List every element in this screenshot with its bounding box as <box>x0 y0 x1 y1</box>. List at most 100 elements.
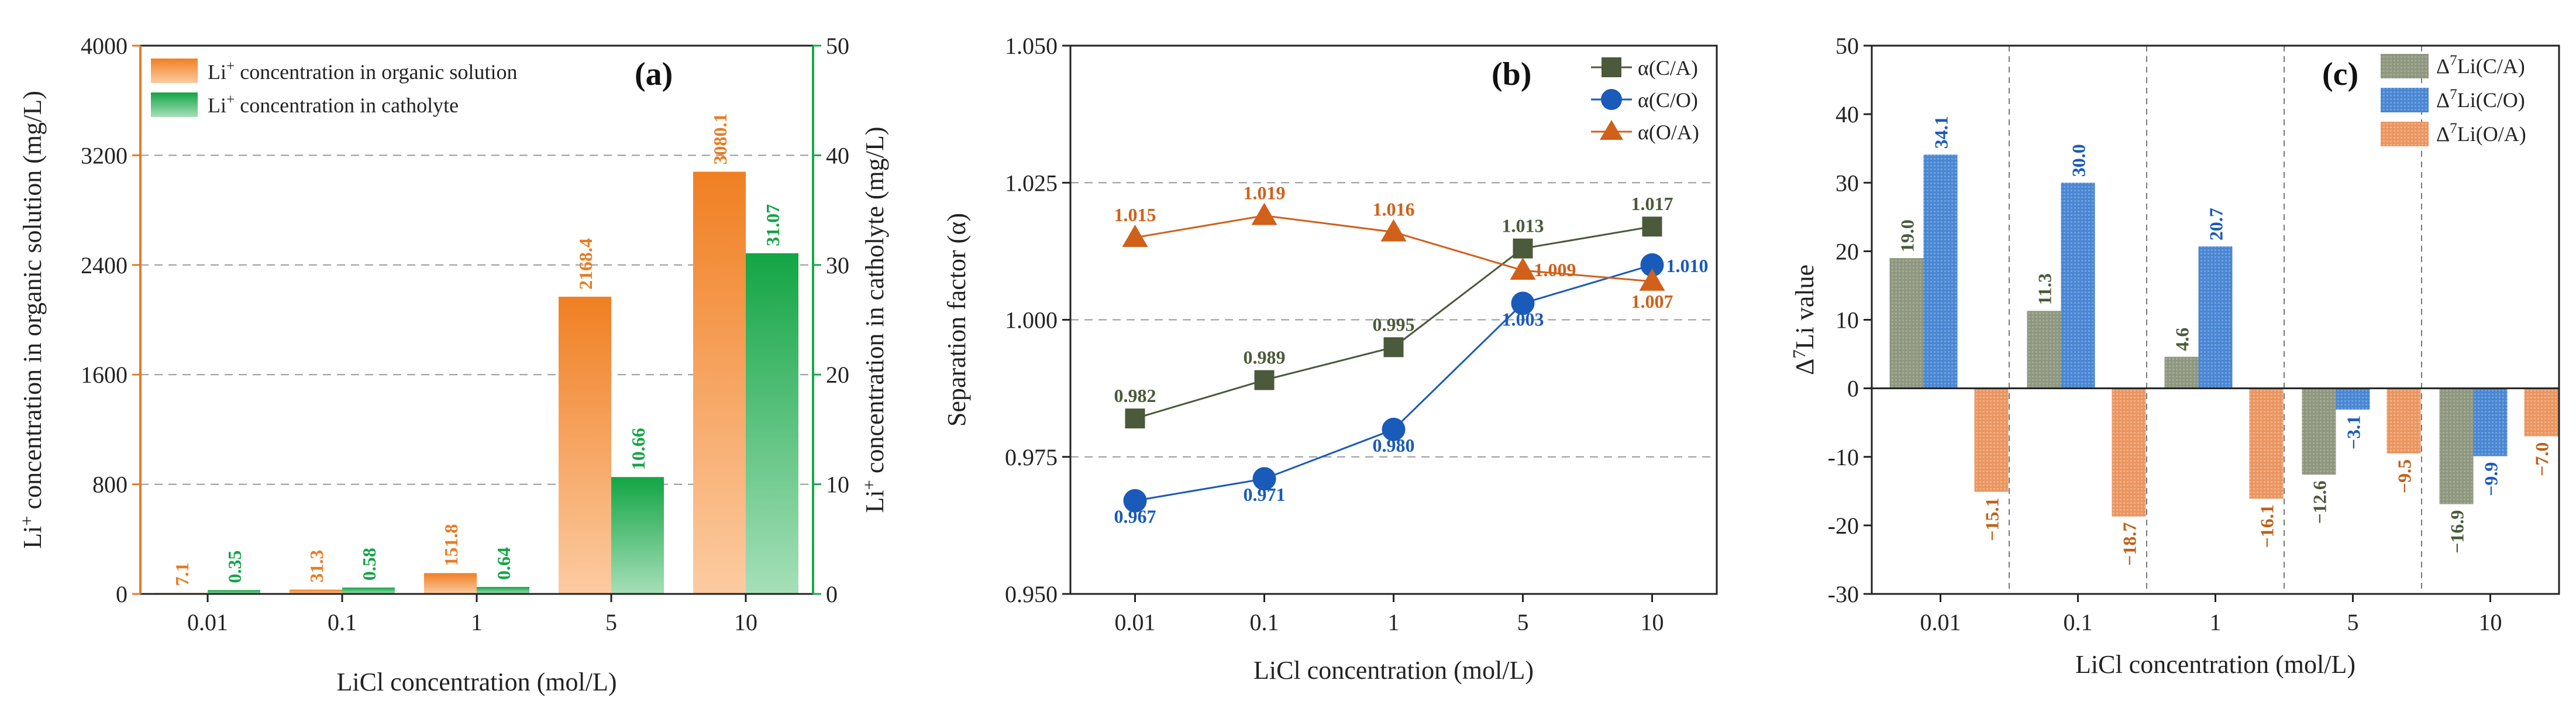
data-label-organic: 151.8 <box>440 524 462 566</box>
legend-label-organic: Li+ concentration in organic solution <box>208 59 517 84</box>
series-line <box>1135 264 1652 502</box>
y-tick-label: -30 <box>1828 581 1859 607</box>
marker-circle <box>1252 467 1276 491</box>
legend-swatch <box>2381 54 2429 78</box>
bar-catholyte <box>208 590 260 594</box>
data-label: 1.015 <box>1114 204 1156 225</box>
data-label-organic: 31.3 <box>306 550 327 583</box>
bar-lico <box>2473 388 2508 456</box>
data-label: −7.0 <box>2532 442 2553 476</box>
legend-swatch-catholyte <box>151 92 198 117</box>
x-tick-label: 0.1 <box>1250 609 1279 635</box>
x-tick-label: 5 <box>1517 609 1529 635</box>
marker-square <box>1383 337 1404 358</box>
y-tick-label-left: 0 <box>116 581 128 607</box>
data-label: 0.995 <box>1373 314 1415 335</box>
marker-square <box>1513 238 1533 259</box>
y-tick-label-right: 0 <box>826 581 838 607</box>
y-tick-label: -10 <box>1828 444 1859 470</box>
legend-label-catholyte: Li+ concentration in catholyte <box>208 92 459 117</box>
data-label-organic: 3080.1 <box>710 113 731 164</box>
x-tick-label: 0.01 <box>1115 609 1156 635</box>
marker-circle <box>1382 417 1406 441</box>
data-label-catholyte: 10.66 <box>628 428 649 470</box>
x-tick-label: 1 <box>1388 609 1400 635</box>
data-label: −16.1 <box>2257 504 2278 548</box>
data-label: 0.980 <box>1373 435 1415 456</box>
x-axis-title: LiCl concentration (mol/L) <box>2075 650 2355 679</box>
bar-lioa <box>1974 388 2009 492</box>
bar-lica <box>2439 388 2474 504</box>
y-tick-label-left: 1600 <box>81 362 128 388</box>
y-tick-label-left: 800 <box>92 472 128 498</box>
y-tick-label: 0 <box>1847 376 1859 402</box>
y-tick-label-left: 4000 <box>81 33 128 59</box>
x-tick-label: 0.1 <box>328 609 357 635</box>
data-label: 1.010 <box>1666 255 1709 276</box>
bar-lica <box>2027 311 2061 389</box>
panel-label: (c) <box>2322 56 2358 92</box>
panel-b: 0.982 0.989 0.995 1.013 1.017 0.967 0.971 0.980… <box>942 33 1718 685</box>
data-label: 1.019 <box>1244 182 1286 203</box>
y-axis-title: Δ7Li value <box>1789 264 1819 375</box>
data-label: −12.6 <box>2309 480 2330 524</box>
x-tick-label: 1 <box>2210 609 2222 635</box>
data-label: 0.967 <box>1114 506 1156 527</box>
data-label: 1.003 <box>1502 308 1544 329</box>
bar-catholyte <box>477 587 529 594</box>
x-tick-label: 5 <box>605 609 617 635</box>
data-label: 0.982 <box>1114 385 1156 406</box>
bar-lico <box>2061 183 2095 389</box>
x-tick-label: 0.01 <box>187 609 228 635</box>
data-label-catholyte: 0.35 <box>224 550 245 583</box>
x-tick-label: 1 <box>471 609 483 635</box>
data-label: 20.7 <box>2206 208 2227 240</box>
y-tick-label: 40 <box>1835 101 1859 128</box>
bar-organic <box>693 171 746 594</box>
marker-square <box>1125 408 1145 429</box>
y-tick-label: 20 <box>1835 238 1859 264</box>
data-label: 4.6 <box>2172 328 2193 351</box>
panel-a: 7.1 0.35 0.01 31.3 0.58 0.1 151.8 0.64 1 2168.4 10… <box>17 33 889 696</box>
y-tick-label-left: 3200 <box>81 142 128 169</box>
legend-marker <box>1601 89 1622 110</box>
x-axis-title: LiCl concentration (mol/L) <box>337 668 617 696</box>
y-tick-label: 50 <box>1835 33 1859 59</box>
legend-swatch <box>2381 122 2429 146</box>
x-axis-title: LiCl concentration (mol/L) <box>1253 656 1534 685</box>
bar-catholyte <box>611 477 664 594</box>
data-label: −15.1 <box>1982 497 2003 541</box>
bar-lico <box>2336 388 2370 410</box>
legend-label: Δ7Li(C/A) <box>2436 53 2525 78</box>
legend-swatch-organic <box>151 59 198 83</box>
bar-lioa <box>2112 388 2146 517</box>
bar-organic <box>290 589 342 594</box>
y-tick-label: 1.050 <box>1005 33 1058 59</box>
y-tick-label: 10 <box>1835 307 1859 334</box>
panel-label: (a) <box>635 56 673 92</box>
data-label-catholyte: 0.58 <box>359 548 380 580</box>
y-tick-label: 0.975 <box>1005 444 1058 470</box>
bar-lica <box>1889 258 1924 389</box>
marker-triangle <box>1251 202 1277 225</box>
legend-label: Δ7Li(O/A) <box>2436 121 2526 146</box>
data-label: −3.1 <box>2343 415 2364 449</box>
legend-label: α(O/A) <box>1638 121 1699 144</box>
legend-marker <box>1600 120 1623 140</box>
x-tick-label: 10 <box>1641 609 1664 635</box>
x-tick-label: 5 <box>2347 609 2359 635</box>
legend-label: α(C/O) <box>1638 88 1698 112</box>
panel-c: 19.0 34.1 −15.1 0.01 11.3 30.0 −18.7 0.1 4.6 20.7… <box>1789 33 2560 679</box>
y-tick-label-left: 2400 <box>81 252 128 279</box>
marker-circle <box>1511 291 1535 315</box>
marker-triangle <box>1639 268 1665 291</box>
y-tick-label-right: 40 <box>826 142 849 169</box>
marker-square <box>1254 370 1275 390</box>
x-tick-label: 10 <box>734 609 757 635</box>
y-axis-title-left: Li+ concentration in organic solution (m… <box>17 91 47 549</box>
data-label: 1.013 <box>1502 215 1544 236</box>
legend-label: α(C/A) <box>1638 56 1698 80</box>
x-tick-label: 0.1 <box>2064 609 2093 635</box>
bar-lica <box>2164 356 2199 389</box>
bar-organic <box>559 297 611 594</box>
